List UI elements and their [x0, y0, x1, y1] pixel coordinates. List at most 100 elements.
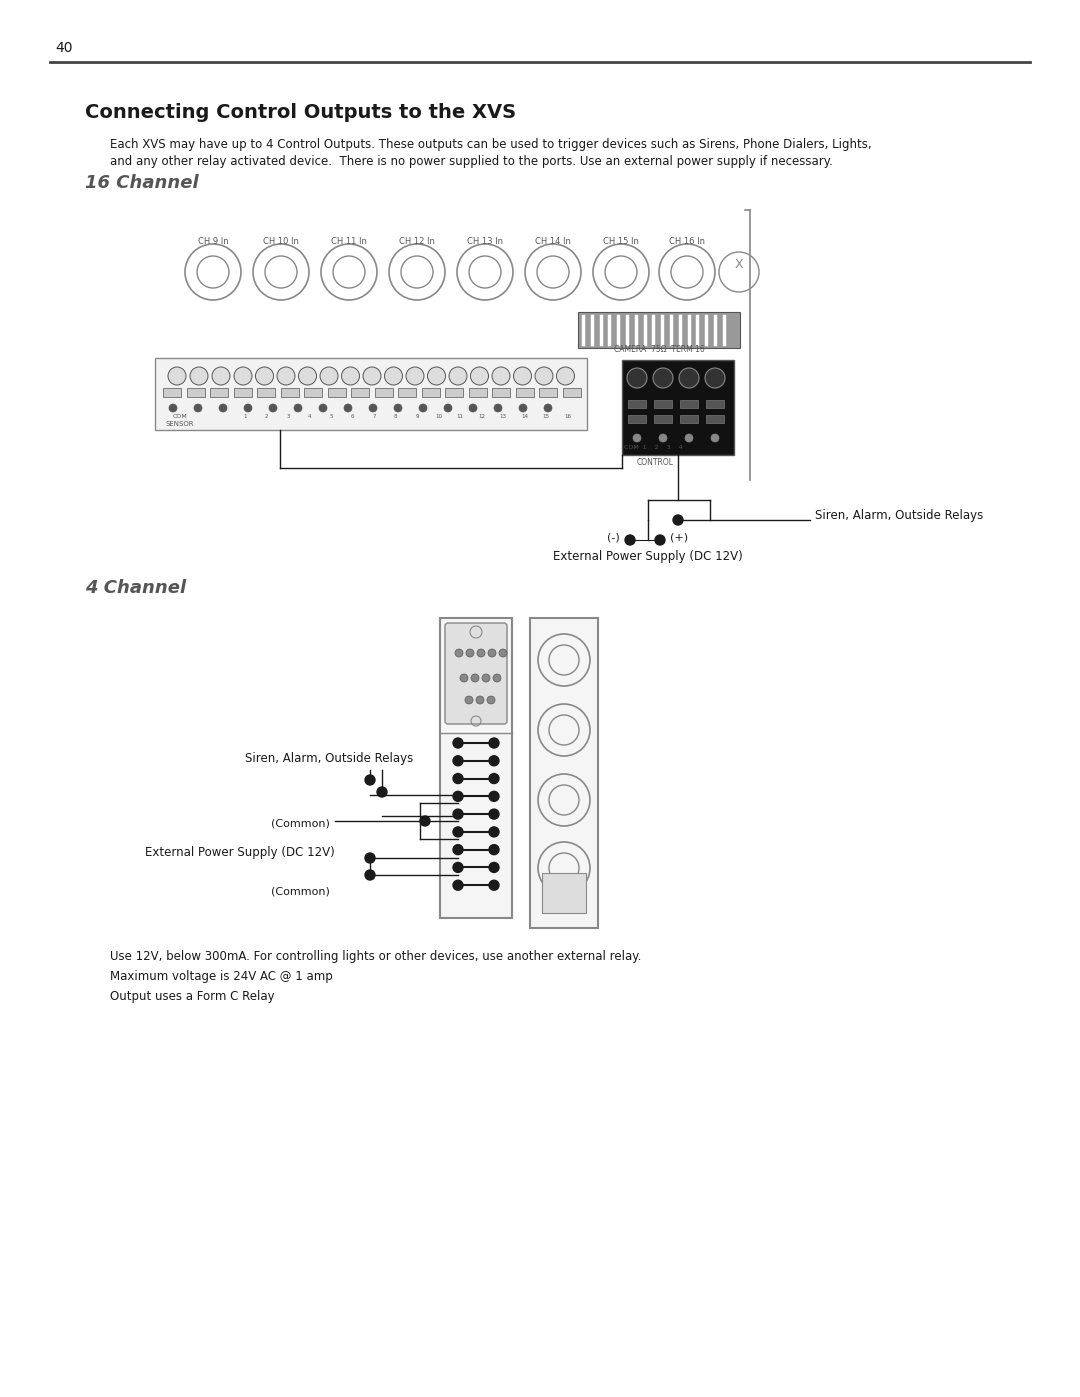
Text: X: X: [734, 258, 743, 271]
Circle shape: [489, 809, 499, 819]
Bar: [375, 388, 392, 397]
Circle shape: [488, 650, 496, 657]
Circle shape: [465, 696, 473, 704]
Text: 9: 9: [415, 414, 419, 419]
Text: 13: 13: [499, 414, 507, 419]
Text: (Common): (Common): [271, 887, 330, 897]
Bar: [440, 617, 512, 918]
Circle shape: [453, 880, 463, 890]
Bar: [680, 400, 698, 408]
Text: CH 11 In: CH 11 In: [332, 237, 367, 246]
Circle shape: [319, 404, 327, 412]
Text: Output uses a Form C Relay: Output uses a Form C Relay: [110, 990, 274, 1003]
Bar: [706, 415, 724, 423]
Circle shape: [298, 367, 316, 386]
Circle shape: [482, 673, 490, 682]
Text: 11: 11: [457, 414, 463, 419]
Circle shape: [365, 870, 375, 880]
Text: Maximum voltage is 24V AC @ 1 amp: Maximum voltage is 24V AC @ 1 amp: [110, 970, 333, 983]
Text: 4: 4: [308, 414, 311, 419]
Circle shape: [419, 404, 427, 412]
Circle shape: [453, 738, 463, 747]
Circle shape: [394, 404, 402, 412]
Bar: [627, 400, 646, 408]
Circle shape: [168, 404, 177, 412]
Bar: [327, 388, 346, 397]
Circle shape: [519, 404, 527, 412]
Circle shape: [465, 650, 474, 657]
Circle shape: [269, 404, 276, 412]
Circle shape: [489, 827, 499, 837]
Bar: [622, 360, 734, 455]
Circle shape: [384, 367, 403, 386]
Circle shape: [489, 774, 499, 784]
Circle shape: [477, 650, 485, 657]
Bar: [578, 312, 740, 348]
Text: 3: 3: [286, 414, 289, 419]
Text: Each XVS may have up to 4 Control Outputs. These outputs can be used to trigger : Each XVS may have up to 4 Control Output…: [110, 138, 872, 151]
Text: External Power Supply (DC 12V): External Power Supply (DC 12V): [553, 550, 743, 563]
Circle shape: [420, 816, 430, 826]
Bar: [303, 388, 322, 397]
Circle shape: [659, 434, 667, 441]
Bar: [542, 873, 586, 914]
Circle shape: [363, 367, 381, 386]
Text: CH 16 In: CH 16 In: [669, 237, 705, 246]
Circle shape: [460, 673, 468, 682]
Circle shape: [489, 862, 499, 873]
Circle shape: [256, 367, 273, 386]
Text: SENSOR: SENSOR: [165, 420, 193, 427]
Circle shape: [453, 827, 463, 837]
Text: CH 14 In: CH 14 In: [535, 237, 571, 246]
Bar: [445, 388, 463, 397]
Circle shape: [653, 367, 673, 388]
Circle shape: [679, 367, 699, 388]
Circle shape: [513, 367, 531, 386]
Circle shape: [544, 404, 552, 412]
Text: 10: 10: [435, 414, 442, 419]
Text: 2: 2: [265, 414, 268, 419]
Circle shape: [341, 367, 360, 386]
Bar: [492, 388, 510, 397]
Bar: [654, 400, 672, 408]
Circle shape: [499, 650, 507, 657]
Circle shape: [455, 650, 463, 657]
Text: 6: 6: [351, 414, 354, 419]
Bar: [233, 388, 252, 397]
Text: 7: 7: [373, 414, 376, 419]
Circle shape: [492, 367, 510, 386]
Circle shape: [625, 535, 635, 545]
Text: 12: 12: [478, 414, 485, 419]
Circle shape: [492, 673, 501, 682]
Circle shape: [369, 404, 377, 412]
Bar: [281, 388, 298, 397]
Bar: [187, 388, 204, 397]
Text: COM  1    2    3    4: COM 1 2 3 4: [624, 446, 683, 450]
Circle shape: [685, 434, 693, 441]
Circle shape: [365, 775, 375, 785]
Circle shape: [444, 404, 453, 412]
Text: 16 Channel: 16 Channel: [85, 175, 199, 191]
Circle shape: [428, 367, 446, 386]
Circle shape: [194, 404, 202, 412]
Circle shape: [345, 404, 352, 412]
Circle shape: [453, 756, 463, 766]
Text: 5: 5: [329, 414, 333, 419]
Circle shape: [654, 535, 665, 545]
Circle shape: [489, 845, 499, 855]
Bar: [530, 617, 598, 928]
Circle shape: [494, 404, 502, 412]
Text: Siren, Alarm, Outside Relays: Siren, Alarm, Outside Relays: [245, 752, 414, 766]
Text: CONTROL: CONTROL: [637, 458, 674, 467]
Circle shape: [190, 367, 208, 386]
Circle shape: [212, 367, 230, 386]
Bar: [680, 415, 698, 423]
Text: 15: 15: [542, 414, 550, 419]
Circle shape: [489, 880, 499, 890]
Text: CH 9 In: CH 9 In: [198, 237, 228, 246]
Bar: [654, 415, 672, 423]
Circle shape: [673, 515, 683, 525]
Circle shape: [320, 367, 338, 386]
Circle shape: [453, 845, 463, 855]
Bar: [351, 388, 369, 397]
